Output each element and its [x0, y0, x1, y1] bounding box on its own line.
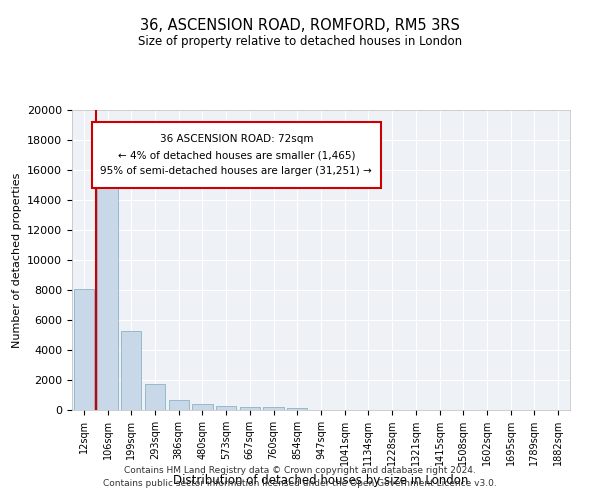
- Y-axis label: Number of detached properties: Number of detached properties: [11, 172, 22, 348]
- Bar: [97, 162, 118, 410]
- Bar: [263, 408, 284, 410]
- FancyBboxPatch shape: [92, 122, 381, 188]
- Text: Contains HM Land Registry data © Crown copyright and database right 2024.
Contai: Contains HM Land Registry data © Crown c…: [103, 466, 497, 487]
- Text: 36 ASCENSION ROAD: 72sqm
← 4% of detached houses are smaller (1,465)
95% of semi: 36 ASCENSION ROAD: 72sqm ← 4% of detache…: [100, 134, 372, 175]
- Bar: [287, 408, 307, 410]
- Bar: [145, 384, 165, 410]
- Bar: [121, 330, 142, 410]
- X-axis label: Distribution of detached houses by size in London: Distribution of detached houses by size …: [173, 474, 469, 486]
- Bar: [216, 406, 236, 410]
- Text: 36, ASCENSION ROAD, ROMFORD, RM5 3RS: 36, ASCENSION ROAD, ROMFORD, RM5 3RS: [140, 18, 460, 32]
- Bar: [193, 404, 212, 410]
- Bar: [169, 400, 189, 410]
- Bar: [240, 407, 260, 410]
- Text: Size of property relative to detached houses in London: Size of property relative to detached ho…: [138, 35, 462, 48]
- Bar: [74, 288, 94, 410]
